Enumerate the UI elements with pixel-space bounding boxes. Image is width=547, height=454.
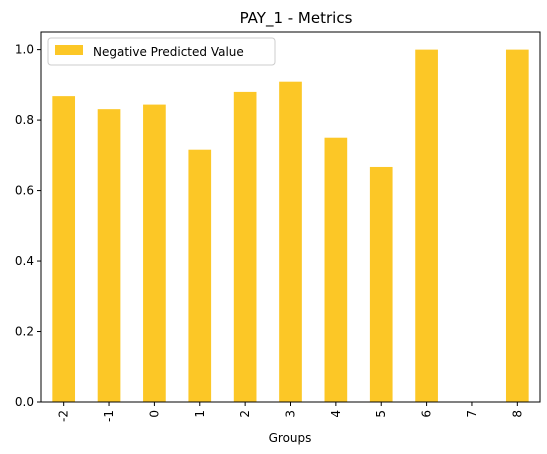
bar-8 (505, 49, 529, 403)
x-tick-label: 2 (238, 410, 252, 418)
x-tick-label: 0 (147, 410, 161, 418)
x-tick-label: -1 (102, 410, 116, 422)
chart-title: PAY_1 - Metrics (240, 9, 353, 28)
y-tick-label: 0.2 (15, 325, 34, 339)
y-axis-ticks: 0.0 0.2 0.4 0.6 0.8 1.0 (15, 43, 41, 409)
bar-4 (324, 137, 348, 402)
legend-label: Negative Predicted Value (93, 45, 244, 59)
bar-2 (233, 91, 257, 403)
x-tick-label: 8 (510, 410, 524, 418)
x-tick-label: 3 (284, 410, 298, 418)
x-tick-label: 6 (420, 410, 434, 418)
bar--1 (97, 109, 121, 403)
bar--2 (52, 96, 76, 402)
bar-5 (369, 166, 393, 402)
x-tick-label: 5 (374, 410, 388, 418)
x-tick-label: -2 (57, 410, 71, 422)
bar-3 (279, 81, 302, 402)
x-tick-label: 1 (193, 410, 207, 418)
y-tick-label: 0.6 (15, 184, 34, 198)
x-tick-label: 4 (329, 410, 343, 418)
plot-frame (40, 31, 541, 403)
x-axis-label: Groups (269, 431, 312, 445)
bar-1 (188, 149, 212, 402)
x-axis-ticks: -2 -1 0 1 2 3 4 5 6 7 8 (57, 402, 524, 422)
y-tick-label: 0.4 (15, 254, 34, 268)
bar-6 (415, 49, 438, 403)
y-tick-label: 0.8 (15, 113, 34, 127)
x-tick-label: 7 (465, 410, 479, 418)
legend: Negative Predicted Value (47, 37, 276, 66)
y-tick-label: 1.0 (15, 43, 34, 57)
legend-box (47, 37, 276, 66)
y-tick-label: 0.0 (15, 395, 34, 409)
bars (52, 49, 529, 403)
bar-0 (143, 104, 166, 402)
legend-swatch (55, 45, 83, 55)
